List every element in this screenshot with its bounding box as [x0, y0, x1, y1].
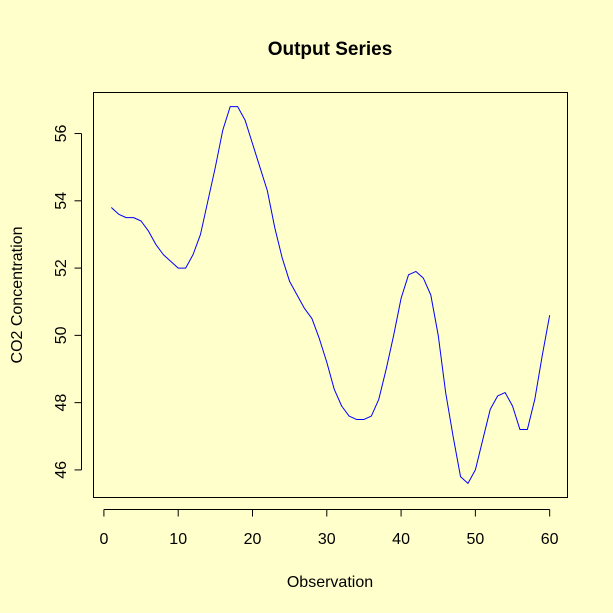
x-tick-label: 50 — [466, 531, 484, 548]
x-tick-label: 20 — [244, 531, 262, 548]
y-tick-label: 50 — [53, 326, 70, 344]
x-tick-label: 10 — [169, 531, 187, 548]
series-layer — [110, 106, 551, 484]
series-line — [110, 106, 551, 484]
x-tick-label: 0 — [99, 531, 108, 548]
y-axis-label: CO2 Concentration — [9, 227, 26, 364]
x-tick-label: 40 — [392, 531, 410, 548]
chart-title: Output Series — [268, 39, 393, 60]
y-tick-label: 48 — [53, 394, 70, 412]
plot-frame — [93, 92, 568, 498]
x-tick-label: 60 — [541, 531, 559, 548]
y-tick-label: 56 — [53, 125, 70, 143]
y-tick-label: 54 — [53, 192, 70, 210]
x-axis: 0 10 20 30 40 50 60 — [99, 509, 559, 548]
x-tick-label: 30 — [318, 531, 336, 548]
y-axis: 46 48 50 52 54 56 — [53, 125, 82, 479]
x-axis-label: Observation — [287, 574, 373, 591]
y-tick-label: 52 — [53, 259, 70, 277]
y-tick-label: 46 — [53, 461, 70, 479]
